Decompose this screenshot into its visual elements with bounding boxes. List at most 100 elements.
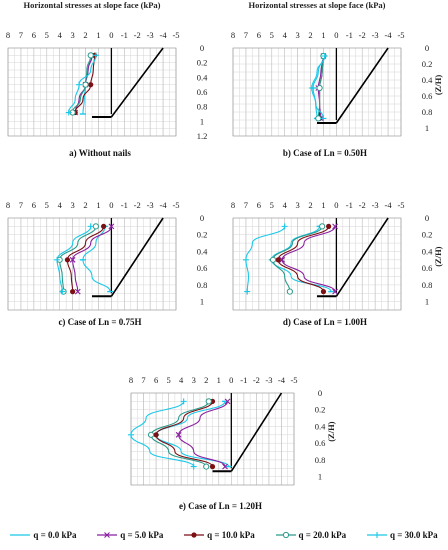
x-tick-label: -3 [147,200,154,210]
x-tick-label: 0 [334,30,338,40]
legend-marker [282,531,289,539]
x-tick-label: 6 [154,375,158,385]
data-point [205,398,212,405]
x-tick-label: -4 [385,30,393,40]
plot-frame [7,217,177,311]
x-tick-label: 2 [308,200,312,210]
legend-marker [104,532,111,538]
x-tick-label: -3 [372,30,379,40]
x-tick-label: -4 [160,200,168,210]
data-point [319,223,326,230]
data-point [153,432,159,438]
data-point [92,52,99,59]
chart-panel-5: 8 7 6 5 4 3 2 1 0 -1 -2 -3 -4 -500.20.40.60.81(Z/H)e)… [128,375,336,511]
x-tick-label: 4 [58,200,63,210]
y-axis-label: (Z/H) [433,246,443,266]
series-3 [153,398,216,470]
x-tick-label: 1 [217,375,221,385]
legend-marker [373,532,380,538]
data-point [108,223,115,230]
x-tick-label: 7 [244,200,248,210]
x-tick-label: 6 [257,200,261,210]
y-tick-label: 0.8 [197,280,208,290]
chart-panel-4: 8 7 6 5 4 3 2 1 0 -1 -2 -3 -4 -500.20.40.60.81(Z/H)d)… [231,200,443,327]
x-tick-label: -2 [253,375,260,385]
x-tick-label: 5 [270,30,274,40]
panel-caption: a) Without nails [69,148,131,158]
data-point [320,115,327,122]
x-tick-label: -1 [346,200,353,210]
panel-caption: d) Case of Ln = 1.00H [283,317,367,327]
data-point [281,223,288,230]
series-2 [279,223,338,295]
data-point [209,464,216,470]
x-tick-label: -5 [397,200,404,210]
x-tick-label: 2 [204,375,208,385]
legend-marker-shape [282,531,289,539]
x-tick-label: 4 [283,30,288,40]
data-point [87,223,94,230]
x-tick-label: 5 [45,30,49,40]
slope-line [335,217,389,297]
legend-swatch [275,531,296,539]
data-point [321,53,328,59]
y-tick-label: 1 [425,297,429,307]
x-tick-label: 6 [32,30,36,40]
y-tick-label: 0.6 [197,87,208,97]
panel-caption: e) Case of Ln = 1.20H [179,501,262,511]
legend-marker-shape [191,532,197,538]
y-tick-label: 0.4 [315,421,326,431]
legend-label: q = 5.0 kPa [120,530,164,540]
plot-frame [232,47,402,137]
series-5 [128,398,197,470]
x-tick-label: -4 [385,200,393,210]
y-tick-label: 1 [200,116,204,126]
data-point [180,398,187,405]
x-tick-label: 0 [109,200,113,210]
x-tick-label: -5 [172,200,179,210]
x-tick-label: 7 [141,375,145,385]
y-axis-label: (Z/H) [433,75,443,95]
legend-marker-shape [373,532,380,538]
y-tick-label: 0.8 [422,280,433,290]
data-point [64,257,71,263]
panel-caption: b) Case of Ln = 0.50H [283,148,367,158]
x-tick-label: -4 [160,30,168,40]
y-tick-label: 0.2 [315,405,326,415]
legend-label: q = 20.0 kPa [298,530,347,540]
x-tick-label: 3 [295,200,299,210]
y-tick-label: 0.8 [197,102,208,112]
y-tick-label: 1 [425,123,429,133]
y-tick-label: 0.2 [422,230,433,240]
x-tick-label: 2 [308,30,312,40]
data-point [224,398,231,405]
panel-header: Horizontal stresses at slope face (kPa) [249,0,386,10]
data-point [308,85,315,91]
data-point [59,288,66,295]
data-point [279,256,285,263]
data-point [332,223,338,230]
legend-item: q = 20.0 kPa [275,530,347,540]
x-tick-label: 8 [6,30,10,40]
series-3 [64,223,107,295]
legend-item: q = 5.0 kPa [97,530,163,540]
series-4 [315,52,327,122]
data-point [128,431,134,438]
x-tick-label: 8 [6,200,10,210]
data-point [69,256,76,263]
x-tick-label: 0 [109,30,113,40]
legend-label: q = 0.0 kPa [33,530,77,540]
data-point [244,288,251,295]
slope-line [110,47,164,118]
y-tick-label: 0.2 [197,58,208,68]
panel-header: Horizontal stresses at slope face (kPa) [24,0,161,10]
legend-item: q = 10.0 kPa [184,530,255,540]
x-tick-label: 1 [321,30,325,40]
y-tick-label: 0.2 [197,230,208,240]
x-tick-label: 5 [45,200,49,210]
panel-caption: c) Case of Ln = 0.75H [58,317,141,327]
x-tick-label: 3 [192,375,196,385]
legend-marker [191,532,197,538]
y-tick-label: 0.6 [422,91,433,101]
